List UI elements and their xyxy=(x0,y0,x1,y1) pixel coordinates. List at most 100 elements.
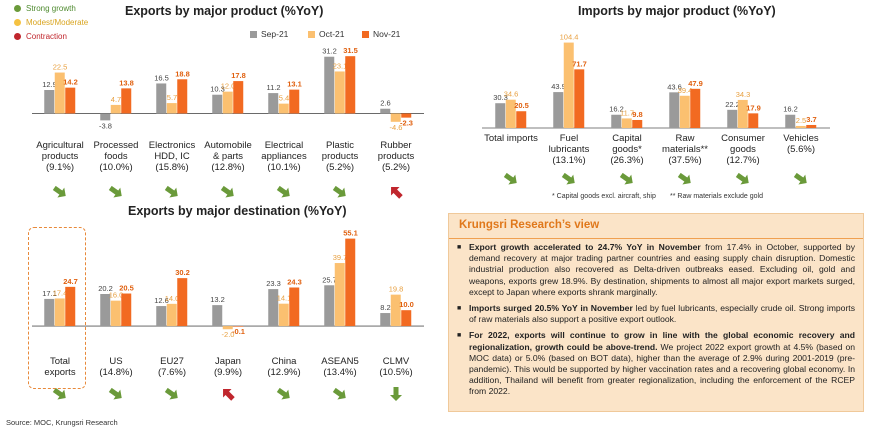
bar-nov-21 xyxy=(401,310,412,327)
category-label: Raw xyxy=(675,133,694,144)
krungsri-view-panel: Krungsri Research’s view Export growth a… xyxy=(448,213,864,412)
category-label: EU27 xyxy=(160,356,184,367)
imports-by-product-chart: 30.334.6 20.5 Total imports 43.9 104.4 71.7 Fu… xyxy=(482,33,830,185)
data-label: 16.2 xyxy=(609,105,624,114)
category-label: Automobile xyxy=(204,140,252,151)
data-label: 23.1 xyxy=(333,61,348,70)
category-label: Japan xyxy=(215,356,241,367)
bar-nov-21 xyxy=(345,56,356,114)
chart-title-exports-product: Exports by major product (%YoY) xyxy=(125,4,324,18)
trend-arrow-icon xyxy=(390,387,402,401)
category-label: (9.1%) xyxy=(46,162,74,173)
category-label: (5.6%) xyxy=(787,144,815,155)
category-label: (7.6%) xyxy=(158,367,186,378)
category-label: Total xyxy=(50,356,70,367)
trend-arrow-icon xyxy=(164,185,178,198)
data-label: 23.3 xyxy=(266,279,281,288)
bar-sep-21 xyxy=(100,113,111,121)
bar-sep-21 xyxy=(156,306,167,327)
bar-oct-21 xyxy=(621,118,632,128)
data-label: 18.8 xyxy=(175,69,190,78)
bar-nov-21 xyxy=(65,87,76,114)
data-label: 34.6 xyxy=(504,90,519,99)
bar-nov-21 xyxy=(632,119,643,128)
data-label: 14.1 xyxy=(277,294,292,303)
source-note: Source: MOC, Krungsri Research xyxy=(6,418,118,427)
trend-arrow-icon xyxy=(677,172,691,185)
trend-arrow-icon xyxy=(108,387,122,400)
category-label: (13.1%) xyxy=(552,155,585,166)
trend-arrow-icon xyxy=(220,185,234,198)
bar-oct-21 xyxy=(222,326,233,330)
bar-nov-21 xyxy=(121,88,132,114)
trend-arrow-icon xyxy=(391,187,403,199)
green-dot-icon xyxy=(14,5,21,13)
category-label: Fuel xyxy=(560,133,578,144)
data-label: 22.5 xyxy=(53,63,68,72)
data-label: 24.3 xyxy=(287,277,302,286)
exports-by-destination-chart: 17.117.424.7Totalexports20.216.020.5US(1… xyxy=(32,229,424,401)
bar-oct-21 xyxy=(278,103,289,114)
chart-title-exports-destination: Exports by major destination (%YoY) xyxy=(128,204,347,218)
data-label: 19.8 xyxy=(389,285,404,294)
data-label: 47.9 xyxy=(688,79,703,88)
bar-oct-21 xyxy=(278,303,289,327)
data-label: 43.6 xyxy=(667,82,682,91)
bar-oct-21 xyxy=(110,300,121,327)
data-label: 30.2 xyxy=(175,268,190,277)
bar-nov-21 xyxy=(65,286,76,327)
bar-sep-21 xyxy=(212,94,223,114)
trend-arrow-icon xyxy=(793,172,807,185)
bar-sep-21 xyxy=(553,92,564,128)
category-label: lubricants xyxy=(549,144,590,155)
data-label: 13.8 xyxy=(119,78,134,87)
category-label: products xyxy=(378,151,415,162)
data-label: 16.0 xyxy=(109,291,124,300)
category-label: (10.5%) xyxy=(379,367,412,378)
bar-sep-21 xyxy=(44,90,55,114)
category-label: Electronics xyxy=(149,140,196,151)
category-label: foods xyxy=(104,151,127,162)
category-label: (5.2%) xyxy=(326,162,354,173)
bar-sep-21 xyxy=(380,313,391,327)
trend-arrow-icon xyxy=(619,172,633,185)
bar-oct-21 xyxy=(563,42,574,128)
bar-nov-21 xyxy=(289,89,300,114)
trend-arrow-icon xyxy=(561,172,575,185)
bar-nov-21 xyxy=(806,124,817,128)
legend-contraction-label: Contraction xyxy=(26,32,67,41)
legend-modest: Modest/Moderate xyxy=(14,18,88,27)
data-label: 5.7 xyxy=(167,93,177,102)
data-label: 31.2 xyxy=(322,47,337,56)
data-label: 31.5 xyxy=(343,46,358,55)
bar-sep-21 xyxy=(611,114,622,128)
legend-strong-label: Strong growth xyxy=(26,4,76,13)
data-label: 12.6 xyxy=(154,296,169,305)
bar-nov-21 xyxy=(289,287,300,327)
data-label: 12.9 xyxy=(42,80,57,89)
category-label: Rubber xyxy=(380,140,411,151)
category-label: Capital xyxy=(612,133,642,144)
bar-nov-21 xyxy=(177,79,188,114)
category-label: US xyxy=(109,356,122,367)
category-label: Electrical xyxy=(265,140,304,151)
data-label: 71.7 xyxy=(572,59,587,68)
category-label: Consumer xyxy=(721,133,765,144)
category-label: (26.3%) xyxy=(610,155,643,166)
data-label: 17.4 xyxy=(53,288,68,297)
bar-oct-21 xyxy=(390,113,401,122)
category-label: products xyxy=(42,151,79,162)
bar-oct-21 xyxy=(166,103,177,114)
data-label: 10.0 xyxy=(399,300,414,309)
footnote-raw: ** Raw materials exclude gold xyxy=(670,193,763,200)
category-label: ASEAN5 xyxy=(321,356,359,367)
view-divider xyxy=(449,238,863,239)
data-label: 43.9 xyxy=(551,82,566,91)
category-label: (37.5%) xyxy=(668,155,701,166)
category-label: goods xyxy=(730,144,756,155)
data-label: 25.7 xyxy=(322,275,337,284)
trend-arrow-icon xyxy=(332,387,346,400)
data-label: 17.1 xyxy=(42,289,57,298)
trend-arrow-icon xyxy=(276,185,290,198)
bar-oct-21 xyxy=(390,294,401,327)
